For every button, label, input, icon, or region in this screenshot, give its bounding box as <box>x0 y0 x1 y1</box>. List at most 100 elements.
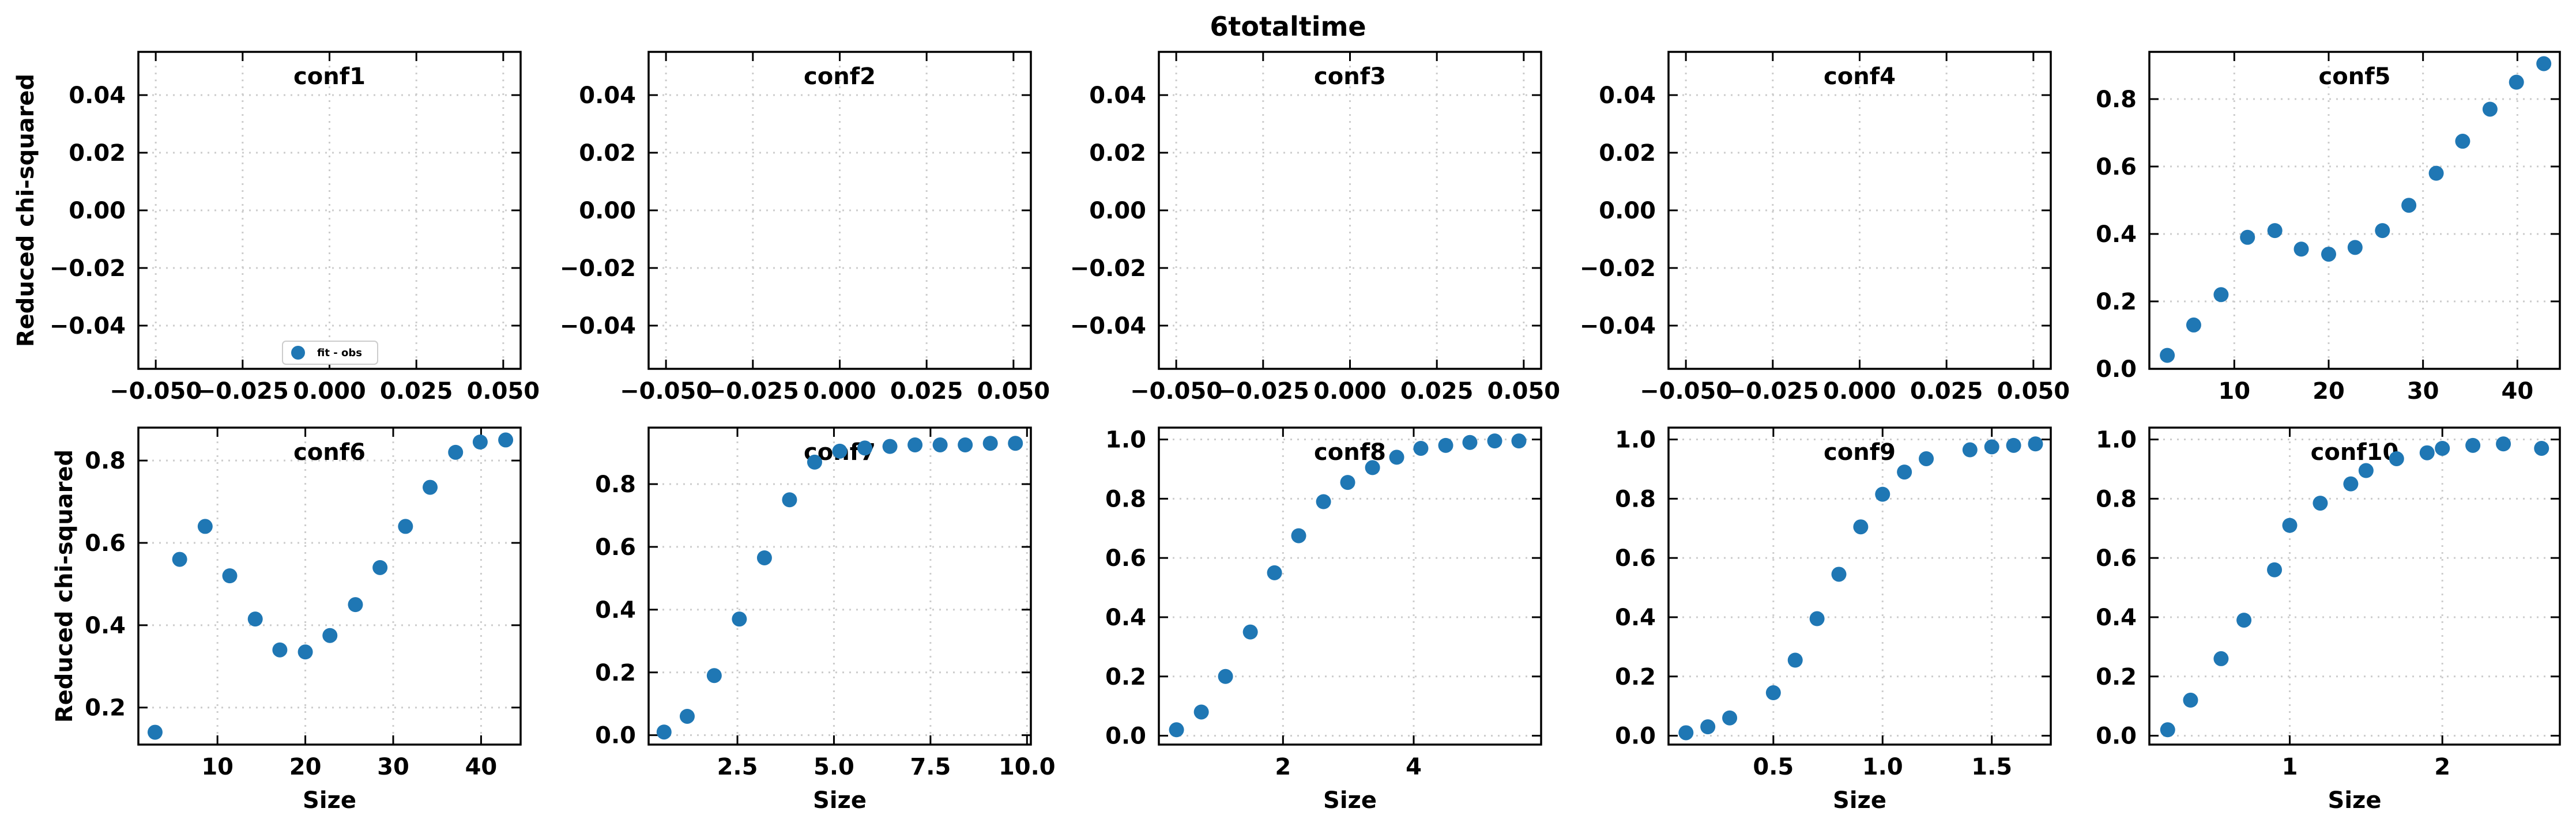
data-point <box>1462 435 1478 450</box>
subplot-title: conf6 <box>293 439 366 466</box>
x-axis-label: Size <box>2328 787 2382 814</box>
x-tick-label: 0.000 <box>293 378 366 405</box>
data-point <box>147 724 163 740</box>
y-tick-label: 0.4 <box>2096 221 2137 248</box>
y-tick-label: 0.8 <box>2096 486 2137 512</box>
subplot-title: conf1 <box>293 63 366 90</box>
x-tick-label: 10.0 <box>999 754 1056 780</box>
y-tick-label: −0.02 <box>1580 255 1656 282</box>
y-tick-label: −0.02 <box>1070 255 1146 282</box>
y-tick-label: 0.6 <box>1615 545 1656 572</box>
data-point <box>2213 651 2229 666</box>
subplot-conf2: −0.050−0.025 0.000 0.025 0.050 −0.04 −0.02 0.0… <box>560 51 1050 405</box>
x-tick-label: 10 <box>201 754 234 780</box>
data-point <box>982 436 998 451</box>
subplot-conf3: −0.050−0.025 0.000 0.025 0.050 −0.04 −0.02 0.0… <box>1070 51 1560 405</box>
data-point <box>2282 518 2298 533</box>
y-tick-label: 0.4 <box>85 613 126 639</box>
y-tick-label: 0.2 <box>2096 289 2137 315</box>
x-tick-label: 0.000 <box>1313 378 1387 405</box>
x-axis-label: Size <box>1323 787 1377 814</box>
data-point <box>2213 287 2229 303</box>
y-axis-label: Reduced chi-squared <box>13 74 39 347</box>
x-tick-label: 0.025 <box>1400 378 1474 405</box>
data-point <box>448 444 464 460</box>
data-point <box>1218 669 1233 684</box>
subplot-conf1: −0.050−0.025 0.000 0.025 0.050 −0.04 −0.02 0.0… <box>13 51 540 405</box>
x-tick-label: 0.000 <box>803 378 876 405</box>
x-tick-label: 0.5 <box>1753 754 1794 780</box>
data-point <box>2160 722 2175 738</box>
y-tick-label: 0.04 <box>1089 82 1146 109</box>
x-tick-label: −0.025 <box>1217 378 1309 405</box>
subplot-title: conf3 <box>1314 63 1386 90</box>
data-point <box>1242 624 1258 640</box>
data-point <box>1722 710 1738 726</box>
subplot-conf9: 0.5 1.0 1.5 0.0 0.2 0.4 0.6 0.8 1.0 conf9 Size <box>1615 426 2052 814</box>
data-point <box>2293 241 2309 257</box>
data-point <box>679 708 695 724</box>
data-point <box>2186 317 2201 333</box>
x-tick-label: 1.0 <box>1862 754 1903 780</box>
y-tick-label: −0.04 <box>50 313 126 339</box>
y-tick-label: 0.04 <box>579 82 636 109</box>
y-tick-label: 0.0 <box>595 723 636 749</box>
subplot-conf4: −0.050−0.025 0.000 0.025 0.050 −0.04 −0.02 0.0… <box>1580 51 2070 405</box>
data-point <box>2267 223 2283 239</box>
y-tick-label: 0.4 <box>595 597 636 624</box>
x-tick-label: 4 <box>1406 754 1422 780</box>
y-tick-label: 0.02 <box>69 140 126 167</box>
axes-frame <box>647 51 1032 370</box>
y-axis-label: Reduced chi-squared <box>51 450 78 723</box>
data-point <box>1984 439 1999 455</box>
y-tick-label: 0.6 <box>1105 545 1146 572</box>
subplot-conf6: 10 20 30 40 0.2 0.4 0.6 0.8 conf6 Size Reduced chi… <box>51 426 522 814</box>
y-tick-label: 0.00 <box>69 198 126 224</box>
data-point <box>197 519 213 534</box>
data-point <box>1340 475 1355 490</box>
data-point <box>1962 442 1978 458</box>
y-tick-label: 0.0 <box>1105 723 1146 750</box>
y-tick-label: 0.0 <box>2096 723 2137 750</box>
data-point <box>322 628 338 643</box>
data-point <box>423 479 438 495</box>
data-point <box>2419 445 2435 460</box>
data-point <box>297 644 313 660</box>
data-point <box>1291 528 1306 543</box>
x-tick-label: −0.050 <box>1130 378 1222 405</box>
data-point <box>1438 437 1453 453</box>
y-tick-label: 0.02 <box>1599 140 1656 167</box>
data-point <box>1787 652 1803 668</box>
data-point <box>2401 198 2417 213</box>
subplot-conf5: 10 20 30 40 0.0 0.2 0.4 0.6 0.8 conf5 <box>2096 51 2561 405</box>
data-point <box>1008 436 1023 451</box>
data-point <box>2183 692 2198 708</box>
x-tick-label: −0.025 <box>707 378 799 405</box>
data-point <box>2006 437 2021 453</box>
x-axis-label: Size <box>303 787 356 814</box>
subplot-title: conf9 <box>1824 439 1896 466</box>
y-tick-label: −0.04 <box>560 313 636 339</box>
data-point <box>832 443 848 459</box>
data-point <box>1413 440 1429 456</box>
x-tick-label: 2 <box>2434 754 2450 780</box>
data-point <box>706 668 722 683</box>
x-tick-label: −0.025 <box>1727 378 1819 405</box>
data-point <box>2465 437 2481 453</box>
data-point <box>1897 465 1912 480</box>
y-tick-label: 0.4 <box>1105 605 1146 631</box>
x-tick-label: −0.050 <box>110 378 202 405</box>
y-tick-label: 0.00 <box>579 198 636 224</box>
y-tick-label: 1.0 <box>1105 427 1146 454</box>
y-tick-label: 0.2 <box>85 695 126 722</box>
y-tick-label: 0.00 <box>1089 198 1146 224</box>
data-point <box>2313 496 2328 511</box>
axes-frame <box>2148 51 2561 370</box>
data-point <box>756 550 772 565</box>
legend: fit - obs <box>282 341 378 365</box>
axes-frame <box>137 426 522 746</box>
x-tick-label: 2 <box>1275 754 1291 780</box>
x-tick-label: −0.050 <box>620 378 712 405</box>
